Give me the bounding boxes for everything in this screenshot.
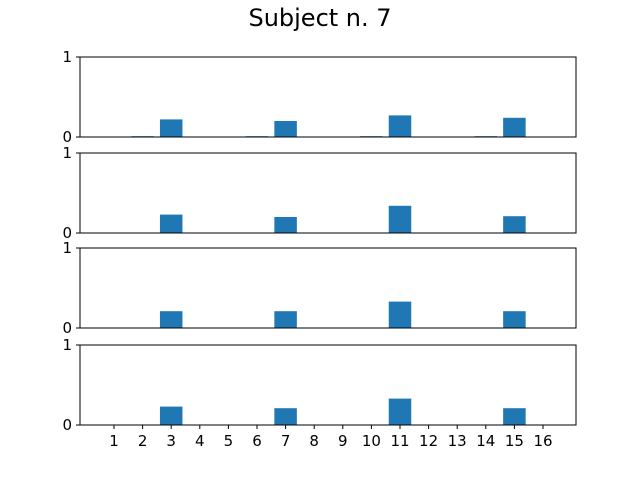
bar-panel-4-cat-7 — [274, 408, 297, 425]
bar-panel-4-cat-3 — [159, 406, 183, 425]
xtick-label-9: 9 — [338, 432, 348, 450]
axes-frame-panel-3 — [79, 247, 577, 329]
axes-frame-panel-1 — [79, 56, 577, 138]
xtick-label-12: 12 — [419, 432, 438, 450]
ytick-label-panel-1-0: 0 — [62, 128, 72, 146]
bar-panel-1-cat-15 — [503, 117, 526, 137]
xtick-label-6: 6 — [252, 432, 262, 450]
ytick-label-panel-3-1: 1 — [62, 239, 72, 257]
bar-panel-4-cat-15 — [503, 408, 526, 425]
xtick-label-5: 5 — [224, 432, 234, 450]
xtick-label-13: 13 — [448, 432, 467, 450]
bar-panel-2-cat-3 — [159, 214, 183, 233]
bar-panel-1-cat-3 — [159, 119, 183, 137]
ytick-label-panel-4-0: 0 — [62, 416, 72, 434]
xtick-label-1: 1 — [109, 432, 119, 450]
bar-panel-1-cat-11 — [388, 115, 412, 137]
xtick-label-11: 11 — [390, 432, 409, 450]
bar-panel-2-cat-7 — [274, 217, 297, 233]
xtick-label-8: 8 — [309, 432, 319, 450]
axes-frame-panel-2 — [79, 152, 577, 234]
xtick-label-3: 3 — [166, 432, 176, 450]
bar-panel-1-cat-7 — [274, 121, 297, 137]
ytick-label-panel-1-1: 1 — [62, 48, 72, 66]
ytick-label-panel-4-1: 1 — [62, 336, 72, 354]
xtick-label-15: 15 — [505, 432, 524, 450]
bar-panel-2-cat-15 — [503, 216, 526, 233]
bar-panel-4-cat-11 — [388, 398, 412, 425]
xtick-label-4: 4 — [195, 432, 205, 450]
bar-panel-3-cat-3 — [159, 311, 183, 328]
bar-panel-2-cat-11 — [388, 205, 412, 233]
bar-panel-3-cat-7 — [274, 311, 297, 328]
xtick-label-7: 7 — [281, 432, 291, 450]
xtick-label-10: 10 — [362, 432, 381, 450]
bar-panel-3-cat-15 — [503, 311, 526, 328]
xtick-label-2: 2 — [138, 432, 148, 450]
ytick-label-panel-3-0: 0 — [62, 319, 72, 337]
figure-title: Subject n. 7 — [248, 4, 392, 32]
xtick-label-16: 16 — [533, 432, 552, 450]
bar-panel-3-cat-11 — [388, 301, 412, 328]
ytick-label-panel-2-1: 1 — [62, 144, 72, 162]
xtick-label-14: 14 — [476, 432, 495, 450]
ytick-label-panel-2-0: 0 — [62, 224, 72, 242]
axes-frame-panel-4 — [79, 344, 577, 426]
